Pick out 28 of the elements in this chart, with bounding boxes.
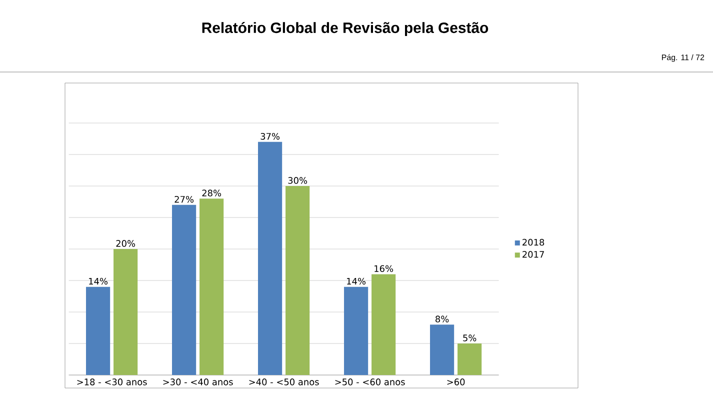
data-label: 28%	[202, 190, 222, 196]
data-label: 37%	[260, 132, 280, 140]
data-label: 5%	[463, 334, 476, 342]
data-label: 8%	[436, 316, 449, 322]
bar	[200, 198, 224, 376]
bar	[258, 142, 282, 376]
bar	[430, 324, 454, 376]
bar	[458, 344, 482, 376]
bar	[344, 286, 368, 376]
legend-label: 2018	[522, 238, 544, 246]
chart-title: Relatório Global de Revisão pela Gestão	[202, 22, 488, 36]
x-tick-label: >50 - <60 anos	[335, 378, 405, 386]
legend-label: 2017	[522, 251, 544, 258]
bar	[114, 249, 138, 376]
data-label: 30%	[288, 177, 308, 184]
bar	[372, 274, 396, 376]
bar	[86, 286, 110, 376]
data-label: 27%	[174, 196, 194, 203]
data-label: 14%	[89, 278, 108, 285]
x-tick-label: >30 - <40 anos	[163, 378, 233, 386]
bar	[172, 204, 196, 376]
x-tick-label: >60	[447, 378, 465, 386]
x-tick-label: >18 - <30 anos	[77, 378, 147, 386]
data-label: 14%	[347, 278, 366, 285]
data-label: 20%	[116, 240, 136, 247]
x-tick-label: >40 - <50 anos	[249, 378, 319, 386]
bar	[286, 186, 310, 376]
data-label: 16%	[374, 265, 394, 272]
